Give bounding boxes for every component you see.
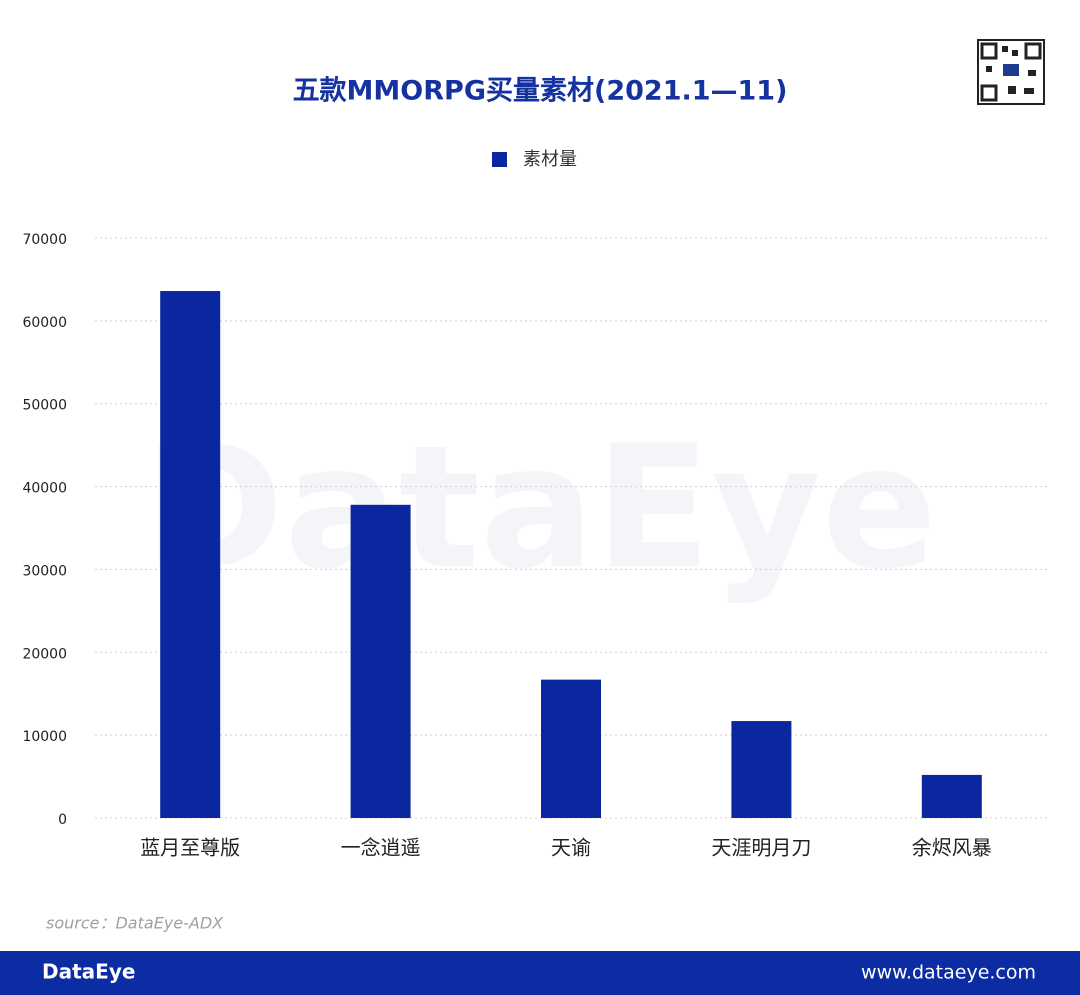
y-tick-label: 70000: [22, 232, 67, 248]
y-tick-label: 10000: [22, 729, 67, 745]
y-tick-label: 30000: [22, 563, 67, 579]
footer-brand: DataEye: [42, 960, 135, 984]
bar: [350, 504, 411, 818]
qr-code: [977, 39, 1045, 105]
y-tick-label: 20000: [22, 646, 67, 662]
y-tick-label: 60000: [22, 315, 67, 331]
watermark: DataEye: [143, 409, 937, 607]
chart-title: 五款MMORPG买量素材(2021.1—11): [293, 76, 788, 107]
bar: [541, 679, 601, 818]
source: source：DataEye-ADX: [46, 914, 224, 933]
x-tick-label: 天涯明月刀: [711, 836, 811, 860]
x-tick-label: 蓝月至尊版: [140, 836, 240, 860]
y-tick-label: 40000: [22, 481, 67, 497]
legend-swatch: [492, 152, 507, 167]
footer-band: [0, 951, 1080, 995]
x-tick-label: 一念逍遥: [341, 836, 421, 860]
bar: [731, 721, 792, 818]
bar: [160, 291, 221, 818]
x-tick-label: 余烬风暴: [912, 836, 992, 860]
bar: [921, 774, 982, 818]
legend-label: 素材量: [523, 149, 577, 170]
x-tick-label: 天谕: [551, 836, 591, 860]
y-tick-label: 0: [58, 812, 67, 828]
y-tick-label: 50000: [22, 398, 67, 414]
footer-url: www.dataeye.com: [861, 962, 1036, 984]
